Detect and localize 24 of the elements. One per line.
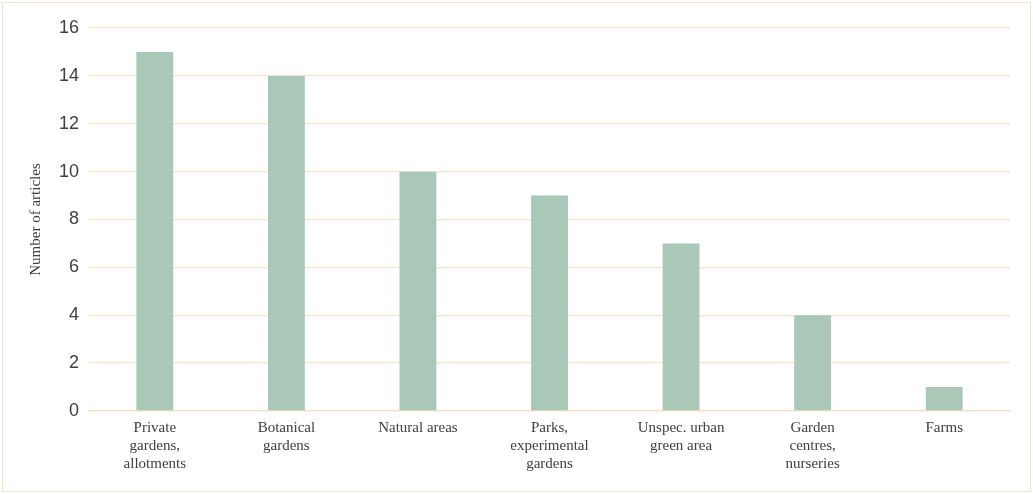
bar [925, 387, 963, 411]
x-tick-label: Botanical gardens [257, 418, 316, 453]
y-tick-label: 16 [58, 16, 80, 37]
x-tick-label: Farms [925, 418, 964, 435]
y-tick-label: 8 [69, 208, 80, 229]
y-tick-label: 0 [69, 399, 80, 420]
x-tick-label: Garden centres, nurseries [785, 418, 840, 471]
x-tick-label: Private gardens, allotments [123, 418, 187, 471]
x-tick-label: Unspec. urban green area [637, 418, 725, 453]
y-tick-label: 6 [69, 256, 80, 277]
bar [531, 195, 568, 411]
bar [794, 315, 832, 411]
x-tick-label: Natural areas [378, 418, 458, 435]
x-tick-label: Parks, experimental gardens [510, 418, 589, 471]
y-tick-label: 14 [58, 64, 80, 85]
bar [662, 243, 700, 411]
y-axis-title: Number of articles [26, 163, 43, 276]
y-tick-label: 12 [58, 112, 80, 133]
y-tick-label: 2 [69, 352, 80, 373]
bar [267, 75, 305, 411]
bar [136, 51, 174, 411]
y-tick-label: 10 [58, 160, 80, 181]
y-tick-label: 4 [69, 304, 80, 325]
bar [399, 171, 437, 411]
